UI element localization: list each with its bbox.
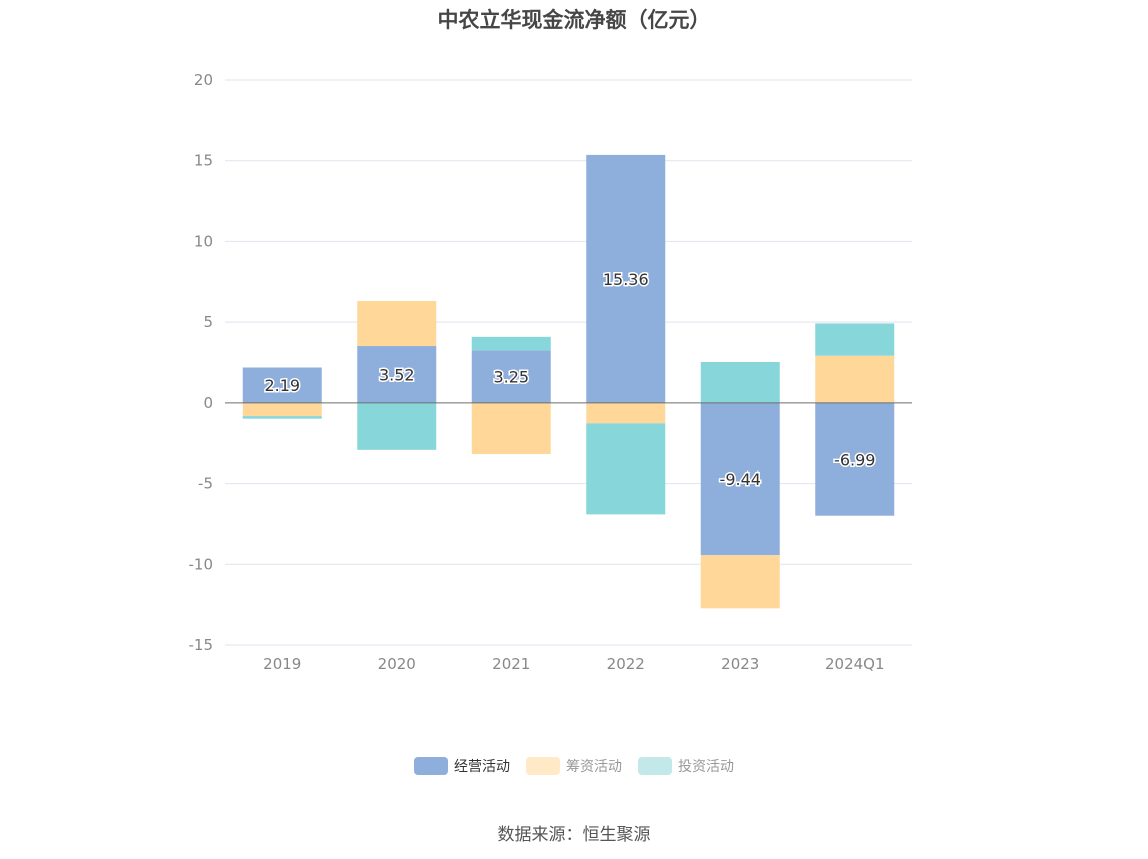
bar-2: [700, 362, 780, 403]
data-label: 3.25: [493, 368, 529, 387]
data-label: 2.19: [264, 376, 300, 395]
grid-lines: [225, 79, 912, 646]
bar-1: [586, 402, 666, 424]
bar-2: [471, 336, 551, 351]
y-tick-label: -15: [189, 636, 214, 654]
legend: 经营活动 筹资活动 投资活动: [0, 756, 1148, 776]
data-labels: 2.19 3.52 3.25 15.36 -9.44 -6.99: [263, 268, 877, 490]
bar-0: [815, 402, 895, 516]
x-tick-label: 2023: [721, 655, 759, 673]
bar-1: [815, 355, 895, 403]
bar-1: [357, 300, 437, 347]
y-tick-label: 0: [203, 394, 213, 412]
bar-1: [700, 555, 780, 609]
bar-2: [815, 323, 895, 356]
bar-0: [242, 367, 322, 403]
legend-item-investing[interactable]: 投资活动: [638, 756, 734, 776]
y-tick-label: 5: [203, 313, 213, 331]
bar-1: [242, 402, 322, 417]
data-label: 3.52: [379, 365, 415, 384]
tick-labels: 20 15 10 5 0 -5 -10 -15 2019 2020 2021 2022 2023 2024…: [189, 71, 885, 673]
bar-0: [357, 346, 437, 403]
legend-swatch-operating: [414, 757, 448, 775]
bar-2: [586, 423, 666, 515]
legend-swatch-financing: [526, 757, 560, 775]
x-tick-label: 2020: [378, 655, 416, 673]
bar-0: [586, 154, 666, 403]
x-tick-label: 2021: [492, 655, 530, 673]
y-tick-label: -10: [189, 555, 214, 573]
bar-2: [242, 416, 322, 419]
legend-label-operating: 经营活动: [454, 759, 510, 775]
source-note: 数据来源：恒生聚源: [497, 825, 651, 845]
y-tick-label: 10: [194, 232, 213, 250]
y-tick-label: 20: [194, 71, 213, 89]
legend-item-operating[interactable]: 经营活动: [414, 756, 510, 776]
data-label: -6.99: [834, 450, 875, 469]
bars: [242, 154, 895, 609]
bar-0: [471, 350, 551, 403]
legend-label-financing: 筹资活动: [566, 759, 622, 775]
y-tick-label: 15: [194, 152, 213, 170]
legend-swatch-investing: [638, 757, 672, 775]
x-tick-label: 2019: [263, 655, 301, 673]
chart-title: 中农立华现金流净额（亿元）: [437, 8, 711, 32]
bar-0: [700, 402, 780, 556]
bar-1: [471, 402, 551, 455]
data-label: -9.44: [720, 470, 761, 489]
x-tick-label: 2024Q1: [825, 655, 885, 673]
bar-2: [357, 402, 437, 450]
data-label: 15.36: [603, 270, 649, 289]
x-tick-label: 2022: [607, 655, 645, 673]
legend-label-investing: 投资活动: [678, 759, 734, 775]
y-tick-label: -5: [198, 475, 213, 493]
legend-item-financing[interactable]: 筹资活动: [526, 756, 622, 776]
